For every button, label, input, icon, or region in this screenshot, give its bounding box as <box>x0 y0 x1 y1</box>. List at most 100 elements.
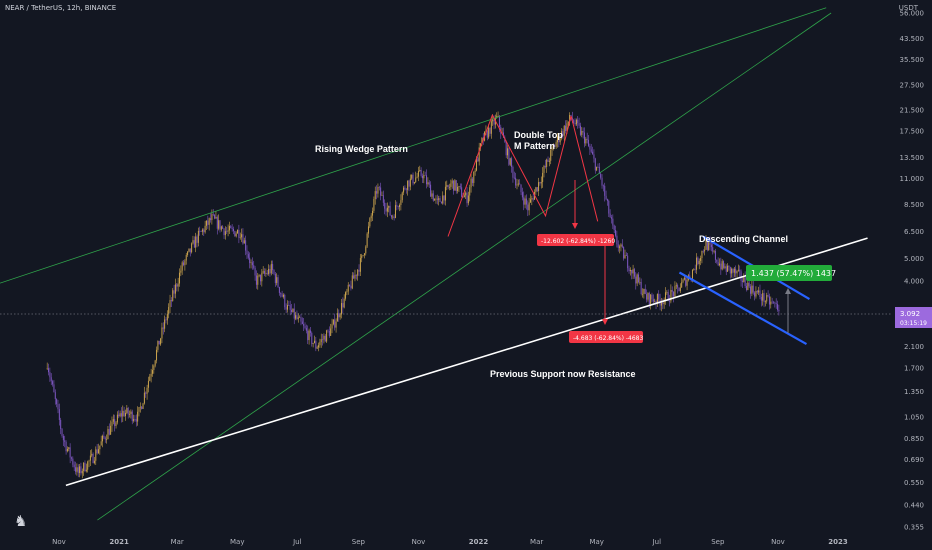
candle-body <box>141 406 143 409</box>
candle-body <box>532 198 534 200</box>
candle-body <box>347 284 349 292</box>
candle-body <box>636 274 638 284</box>
candle-body <box>277 277 279 288</box>
candle-body <box>362 255 364 256</box>
candle-body <box>409 178 411 187</box>
candle-body <box>73 464 75 468</box>
candle-body <box>187 251 189 256</box>
candle-body <box>578 123 580 126</box>
candle-body <box>200 231 202 232</box>
candle-body <box>640 282 642 295</box>
candle-body <box>702 251 704 252</box>
candle-body <box>311 332 313 344</box>
candle-body <box>56 399 58 405</box>
candle-body <box>735 268 737 274</box>
candle-body <box>754 292 756 297</box>
tradingview-logo-icon[interactable]: ♞ <box>14 512 28 530</box>
price-tick-label: 17.500 <box>900 128 925 136</box>
candle-body <box>669 300 671 302</box>
trendline <box>0 7 827 284</box>
candle-body <box>683 277 685 280</box>
candle-body <box>79 466 81 473</box>
candle-body <box>123 410 125 417</box>
candle-body <box>230 226 232 229</box>
candle-body <box>670 289 672 302</box>
candle-body <box>138 407 140 412</box>
candle-body <box>750 286 752 294</box>
candle-body <box>407 180 409 190</box>
candle-body <box>305 328 307 331</box>
candle-body <box>621 244 623 248</box>
candle-body <box>637 274 639 283</box>
candle-body <box>291 309 293 313</box>
price-tick-label: 21.500 <box>900 107 925 115</box>
candle-body <box>577 119 579 124</box>
candle-body <box>53 384 55 393</box>
candle-body <box>656 294 658 304</box>
candle-body <box>427 182 429 185</box>
candle-body <box>75 467 77 472</box>
candle-body <box>536 187 538 191</box>
candle-body <box>342 303 344 308</box>
candle-body <box>474 170 476 173</box>
candle-body <box>270 264 272 274</box>
candle-body <box>527 204 529 211</box>
candle-body <box>652 299 654 302</box>
candle-body <box>84 462 86 472</box>
candle-body <box>207 220 209 225</box>
m-pattern-line <box>447 113 599 237</box>
trendline <box>65 237 868 487</box>
candle-body <box>551 147 553 150</box>
candle-body <box>565 125 567 131</box>
candle-body <box>575 119 577 125</box>
candle-body <box>183 262 185 266</box>
candle-body <box>292 308 294 313</box>
candle-body <box>546 159 548 167</box>
candle-body <box>775 303 777 305</box>
candle-body <box>241 234 243 238</box>
candle-body <box>151 370 153 374</box>
candle-body <box>574 122 576 125</box>
candle-body <box>52 381 54 385</box>
candle-body <box>756 290 758 293</box>
candle-body <box>289 305 291 310</box>
candle-body <box>243 240 245 244</box>
candle-body <box>281 293 283 297</box>
candle-body <box>303 323 305 326</box>
candle-body <box>728 265 730 267</box>
candle-body <box>689 275 691 279</box>
candle-body <box>654 301 656 302</box>
candle-body <box>405 189 407 190</box>
candle-body <box>313 340 315 344</box>
candle-body <box>396 205 398 207</box>
candle-body <box>258 274 260 276</box>
candle-body <box>547 159 549 162</box>
candle-body <box>582 130 584 133</box>
candle-body <box>146 387 148 394</box>
candle-body <box>493 119 495 125</box>
candle-body <box>772 301 774 303</box>
candle-body <box>392 216 394 218</box>
candle-body <box>675 285 677 287</box>
candle-body <box>272 264 274 271</box>
candle-body <box>92 453 94 463</box>
time-axis[interactable]: Nov 2021 Mar May Jul Sep Nov 2022 Mar May Jul Sep No… <box>52 538 848 546</box>
candle-body <box>443 195 445 201</box>
candle-body <box>188 248 190 252</box>
candle-body <box>150 373 152 377</box>
candle-body <box>462 196 464 198</box>
candle-body <box>602 185 604 187</box>
candle-body <box>239 237 241 238</box>
candle-body <box>210 218 212 221</box>
candle-body <box>319 342 321 346</box>
red-arrow-top-icon <box>572 223 578 229</box>
candle-body <box>286 305 288 310</box>
candle-body <box>453 180 455 191</box>
candle-body <box>434 198 436 201</box>
candle-body <box>297 317 299 320</box>
candle-body <box>558 136 560 143</box>
candle-body <box>61 428 63 436</box>
candle-body <box>561 131 563 139</box>
candle-body <box>651 294 653 300</box>
